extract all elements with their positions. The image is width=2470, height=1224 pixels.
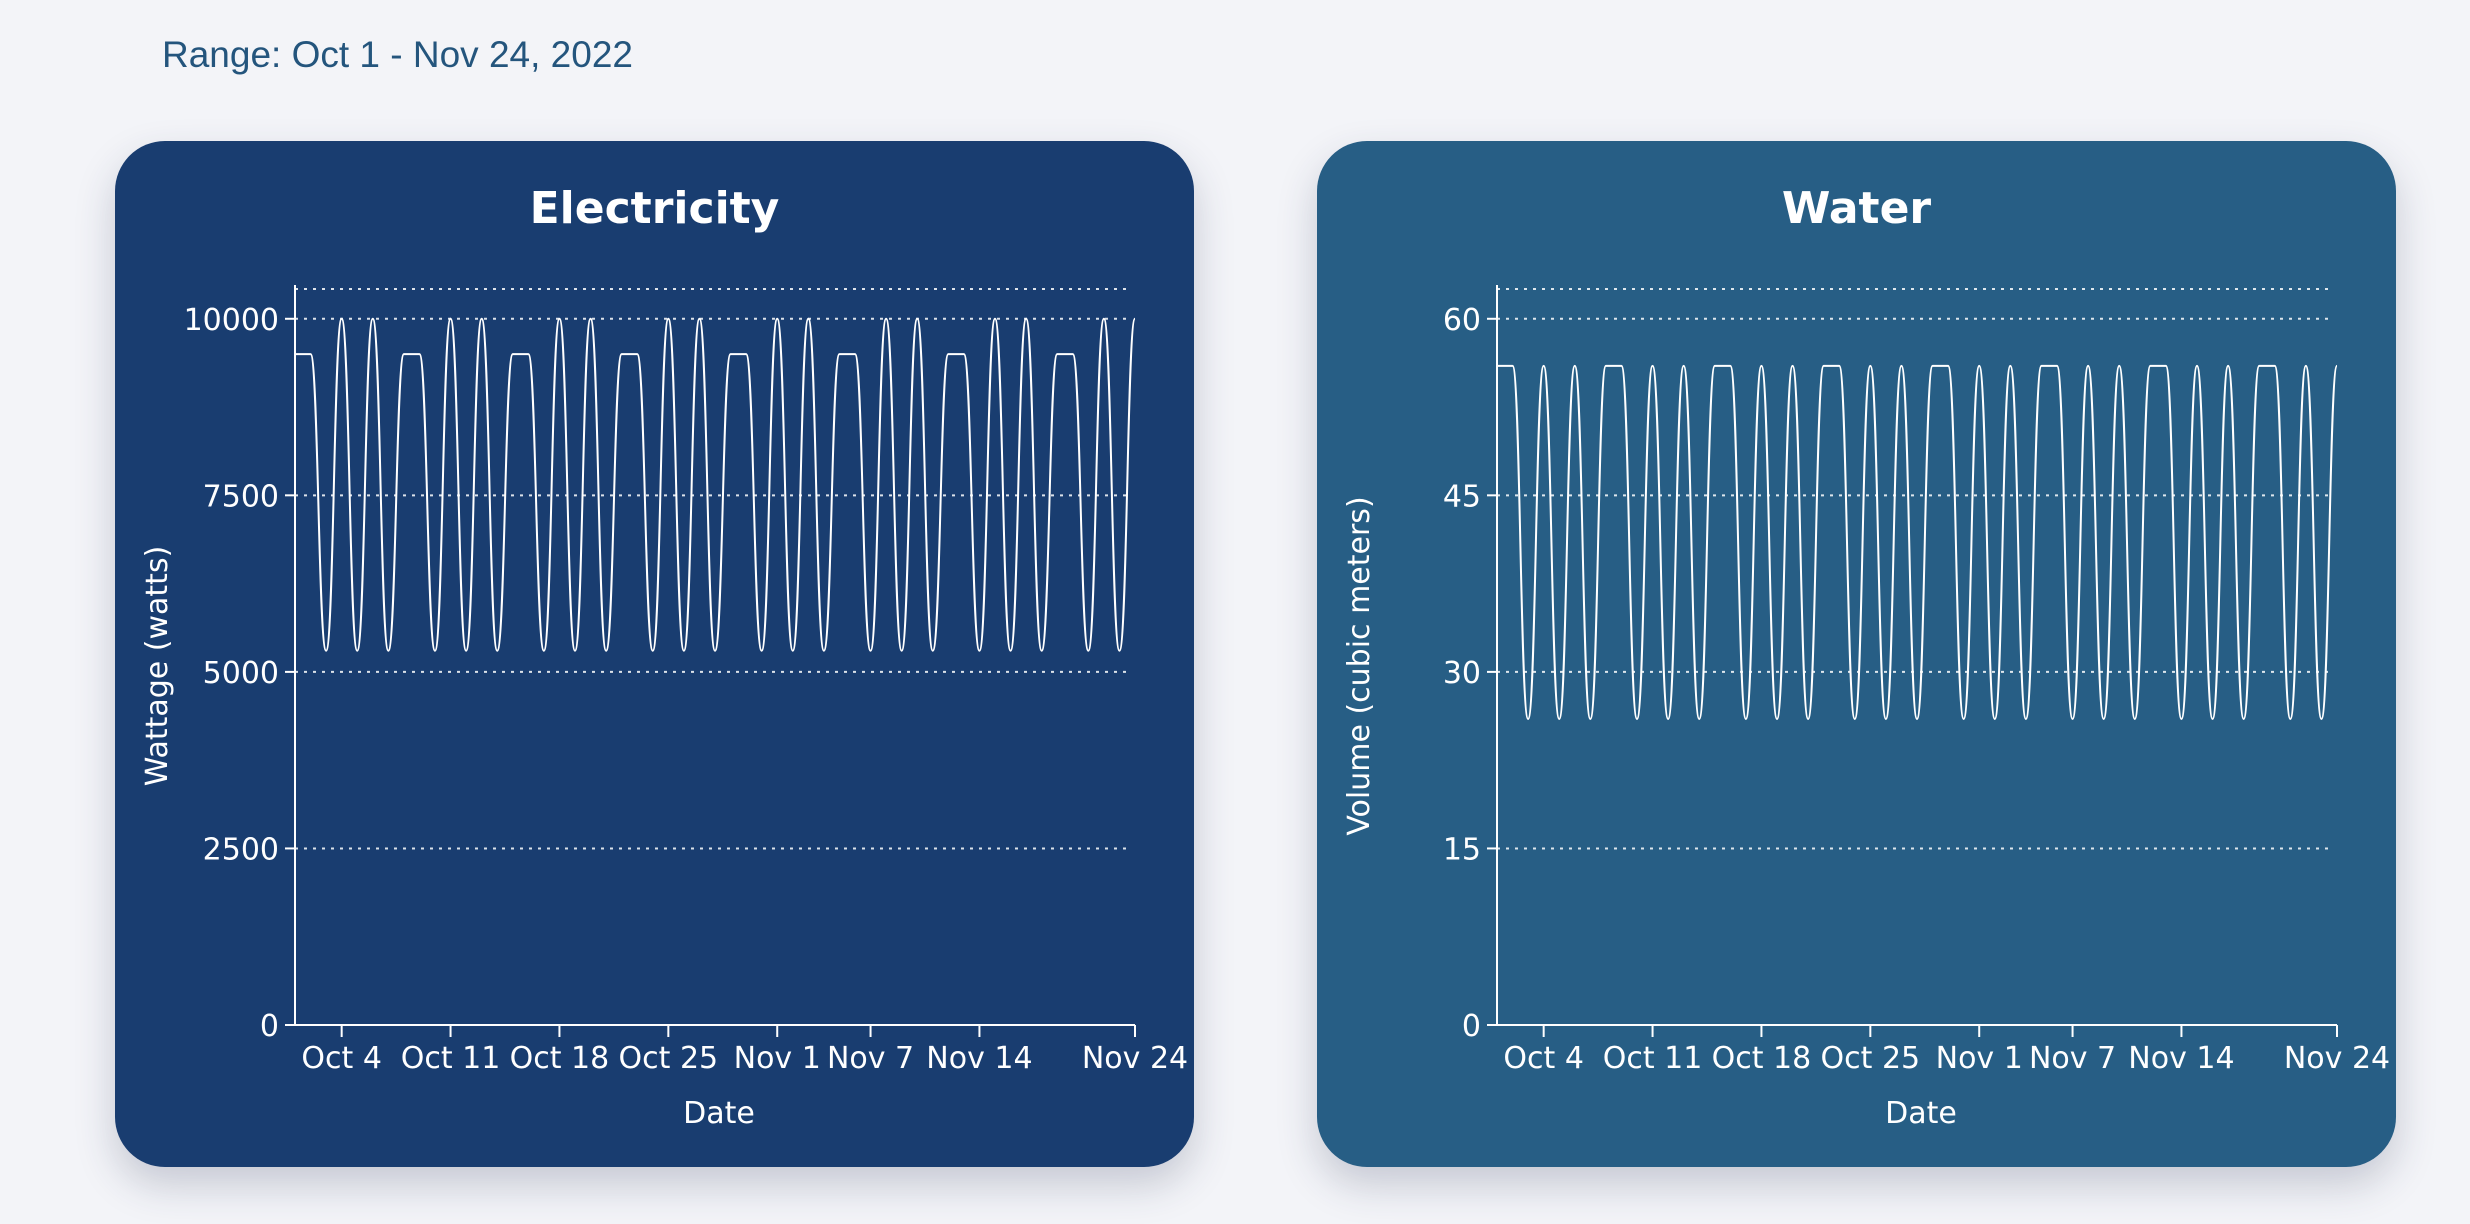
y-axis-label: Volume (cubic meters) (1342, 496, 1377, 835)
y-tick-label: 5000 (203, 656, 279, 691)
x-tick-label: Oct 18 (510, 1041, 610, 1076)
x-tick-label: Oct 25 (1821, 1041, 1921, 1076)
water-card: Water 0 15 30 45 60 Oct 4 Oct 11 Oct 18 Oct 25 No… (1317, 141, 2396, 1167)
y-tick-label: 45 (1443, 479, 1481, 514)
x-tick-label: Nov 14 (926, 1041, 1032, 1076)
electricity-card: Electricity 0 2500 5000 7500 10000 Oct 4 Oct 1… (115, 141, 1194, 1167)
date-range-label: Range: Oct 1 - Nov 24, 2022 (162, 34, 633, 75)
x-tick-label: Nov 1 (734, 1041, 821, 1076)
x-tick-label: Oct 11 (401, 1041, 501, 1076)
x-tick-label: Oct 4 (301, 1041, 382, 1076)
x-tick-label: Nov 24 (1082, 1041, 1188, 1076)
y-tick-label: 60 (1443, 303, 1481, 338)
x-tick-label: Nov 14 (2128, 1041, 2234, 1076)
x-tick-label: Nov 7 (827, 1041, 914, 1076)
y-axis-label: Wattage (watts) (140, 546, 175, 787)
y-tick-label: 10000 (184, 303, 279, 338)
water-chart-title: Water (1781, 183, 1932, 234)
y-tick-label: 30 (1443, 656, 1481, 691)
y-tick-label: 7500 (203, 479, 279, 514)
y-tick-label: 2500 (203, 832, 279, 867)
x-tick-label: Oct 25 (619, 1041, 719, 1076)
series-line (294, 317, 1136, 652)
x-tick-label: Oct 18 (1712, 1041, 1812, 1076)
series-line (1497, 364, 2338, 720)
x-tick-label: Nov 24 (2284, 1041, 2390, 1076)
x-axis-label: Date (1885, 1096, 1957, 1131)
x-tick-label: Nov 1 (1936, 1041, 2023, 1076)
y-tick-label: 0 (1462, 1009, 1481, 1044)
electricity-chart-title: Electricity (529, 183, 780, 234)
y-tick-label: 15 (1443, 832, 1481, 867)
x-tick-label: Oct 4 (1503, 1041, 1584, 1076)
x-axis-label: Date (683, 1096, 755, 1131)
x-tick-label: Oct 11 (1603, 1041, 1703, 1076)
x-tick-label: Nov 7 (2029, 1041, 2116, 1076)
electricity-line-chart: 0 2500 5000 7500 10000 Oct 4 Oct 11 Oct 18 Oct 2… (140, 285, 1188, 1131)
y-tick-label: 0 (260, 1009, 279, 1044)
